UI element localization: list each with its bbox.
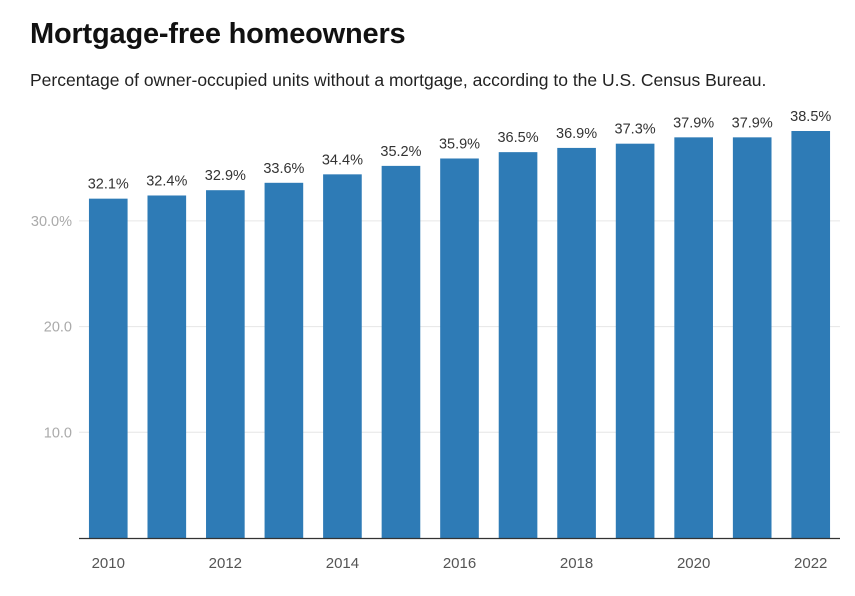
x-axis-ticks: 2010 2012 2014 2016 2018 2020 2022 — [92, 555, 828, 572]
bars — [88, 131, 831, 539]
bar — [557, 147, 596, 538]
bar — [264, 182, 304, 539]
bar — [440, 158, 479, 538]
chart-subtitle: Percentage of owner-occupied units witho… — [30, 70, 767, 90]
data-label: 34.4% — [322, 152, 363, 168]
bar — [323, 174, 362, 539]
data-labels: 32.1% 32.4% 32.9% 33.6% 34.4% 35.2% 35.9% 36.5%… — [88, 109, 832, 193]
data-label: 33.6% — [263, 161, 304, 177]
x-tick-label: 2020 — [677, 555, 710, 572]
data-label: 35.9% — [439, 136, 480, 152]
x-tick-label: 2010 — [92, 555, 125, 572]
data-label: 37.3% — [615, 122, 656, 138]
x-tick-label: 2018 — [560, 555, 593, 572]
x-tick-label: 2016 — [443, 555, 476, 572]
bar — [381, 165, 421, 538]
y-axis-ticks: 10.0 20.0 30.0% — [31, 214, 72, 441]
y-tick-label: 20.0 — [44, 320, 72, 336]
data-label: 32.9% — [205, 168, 246, 184]
bar — [732, 137, 772, 539]
x-tick-label: 2022 — [794, 555, 827, 572]
data-label: 37.9% — [732, 115, 773, 131]
data-label: 32.4% — [146, 173, 187, 189]
data-label: 35.2% — [380, 144, 421, 160]
bar — [147, 195, 187, 538]
bar — [206, 190, 245, 538]
data-label: 32.1% — [88, 177, 129, 193]
data-label: 37.9% — [673, 115, 714, 131]
data-label: 36.5% — [497, 130, 538, 146]
bar — [88, 198, 128, 538]
y-tick-label: 30.0% — [31, 214, 72, 230]
bar — [674, 137, 713, 539]
data-label: 38.5% — [790, 109, 831, 125]
bar — [615, 143, 655, 538]
y-tick-label: 10.0 — [44, 425, 72, 441]
bar — [791, 131, 831, 538]
x-tick-label: 2014 — [326, 555, 359, 572]
chart-title: Mortgage-free homeowners — [30, 18, 406, 50]
x-tick-label: 2012 — [209, 555, 242, 572]
data-label: 36.9% — [556, 126, 597, 142]
bar — [498, 152, 538, 538]
